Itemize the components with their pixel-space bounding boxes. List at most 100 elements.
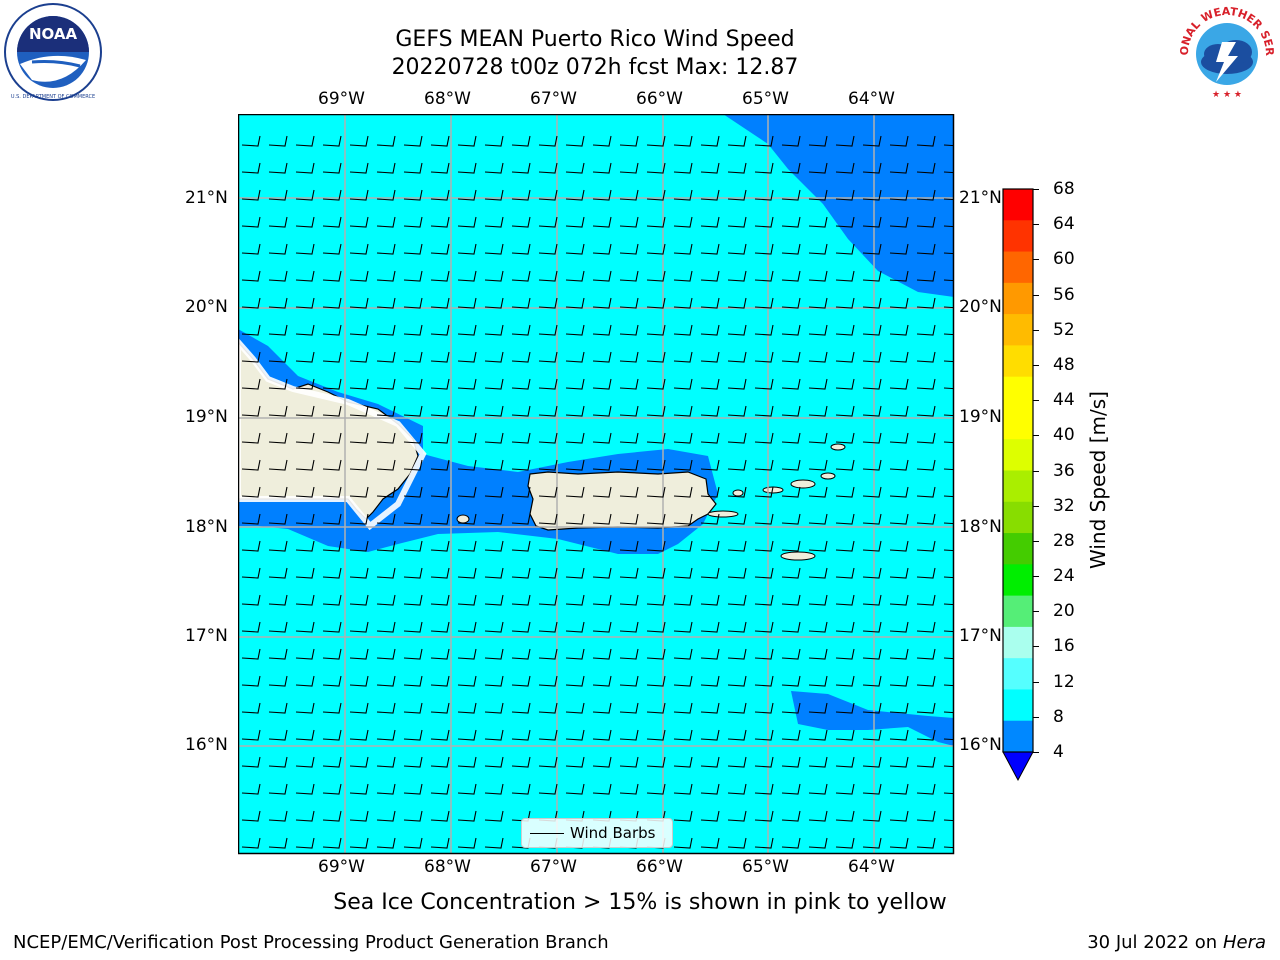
wind-barb xyxy=(835,189,855,201)
wind-barb xyxy=(376,351,396,363)
wind-barb xyxy=(376,513,396,525)
wind-barb xyxy=(538,405,558,417)
bottom-lon-tick: 67°W xyxy=(530,857,577,877)
wind-barb xyxy=(673,297,693,309)
wind-barb xyxy=(808,756,828,768)
wind-barb xyxy=(268,405,288,417)
wind-barb xyxy=(700,270,720,282)
wind-barb xyxy=(835,810,855,822)
wind-barb xyxy=(835,567,855,579)
wind-barb xyxy=(835,432,855,444)
wind-barb xyxy=(349,189,369,201)
wind-barb xyxy=(700,567,720,579)
colorbar-tick-mark xyxy=(1033,329,1039,331)
wind-barb xyxy=(754,729,774,741)
wind-barb xyxy=(727,810,747,822)
wind-barb xyxy=(646,621,666,633)
wind-barb xyxy=(619,270,639,282)
wind-barb xyxy=(646,513,666,525)
wind-barb xyxy=(565,486,585,498)
wind-barb xyxy=(511,378,531,390)
colorbar-label: Wind Speed [m/s] xyxy=(1086,391,1110,569)
wind-barb xyxy=(808,162,828,174)
wind-barb xyxy=(754,702,774,714)
wind-barb xyxy=(727,675,747,687)
wind-barb xyxy=(781,837,801,849)
wind-barb xyxy=(862,729,882,741)
wind-barb xyxy=(943,549,954,552)
wind-barb xyxy=(889,405,909,417)
wind-barb xyxy=(862,216,882,228)
wind-barb xyxy=(322,648,342,660)
wind-barb xyxy=(673,567,693,579)
wind-barb xyxy=(511,297,531,309)
wind-barb xyxy=(295,162,315,174)
wind-barb xyxy=(700,486,720,498)
wind-barb xyxy=(673,351,693,363)
wind-barb xyxy=(592,459,612,471)
wind-barb xyxy=(241,675,261,687)
wind-barb xyxy=(862,162,882,174)
wind-barb xyxy=(862,783,882,795)
wind-barb xyxy=(241,351,261,363)
wind-barb xyxy=(781,540,801,552)
wind-barb xyxy=(484,270,504,282)
wind-barb xyxy=(457,837,477,849)
wind-barb xyxy=(673,810,693,822)
wind-barb xyxy=(916,459,936,471)
wind-barb xyxy=(268,567,288,579)
wind-barb xyxy=(592,324,612,336)
wind-barb xyxy=(484,405,504,417)
wind-barb xyxy=(511,594,531,606)
wind-barb xyxy=(376,675,396,687)
wind-barb xyxy=(862,540,882,552)
wind-barb xyxy=(241,162,261,174)
wind-barb xyxy=(592,702,612,714)
colorbar-segment xyxy=(1003,689,1033,722)
wind-barb xyxy=(484,297,504,309)
wind-barb xyxy=(403,378,423,390)
wind-barb xyxy=(457,270,477,282)
wind-barb xyxy=(403,675,423,687)
wind-barb xyxy=(916,540,936,552)
wind-barb xyxy=(457,405,477,417)
wind-barb xyxy=(565,513,585,525)
wind-barb xyxy=(376,432,396,444)
wind-barb xyxy=(484,324,504,336)
wind-barb xyxy=(673,432,693,444)
wind-barb xyxy=(376,810,396,822)
wind-barb xyxy=(889,702,909,714)
wind-barb xyxy=(295,621,315,633)
wind-barb xyxy=(565,702,585,714)
wind-barb xyxy=(754,810,774,822)
wind-barb xyxy=(241,486,261,498)
colorbar-tick-label: 32 xyxy=(1053,495,1075,516)
wind-barb xyxy=(295,378,315,390)
wind-barb xyxy=(781,648,801,660)
wind-barb xyxy=(646,243,666,255)
wind-barb xyxy=(241,405,261,417)
wind-barb xyxy=(889,621,909,633)
wind-barb xyxy=(727,486,747,498)
wind-barb xyxy=(511,189,531,201)
wind-barb xyxy=(781,756,801,768)
wind-barb xyxy=(241,243,261,255)
wind-barb xyxy=(430,162,450,174)
wind-barb xyxy=(862,432,882,444)
wind-barb xyxy=(322,783,342,795)
wind-barb xyxy=(430,432,450,444)
colorbar-tick-label: 44 xyxy=(1053,390,1075,411)
wind-barb xyxy=(538,513,558,525)
colorbar-tick-label: 64 xyxy=(1053,214,1075,235)
wind-barb xyxy=(754,324,774,336)
wind-barb xyxy=(241,594,261,606)
wind-barb xyxy=(781,351,801,363)
wind-barb xyxy=(376,189,396,201)
wind-barb xyxy=(862,270,882,282)
colorbar-tick-label: 24 xyxy=(1053,566,1075,587)
wind-barb xyxy=(322,621,342,633)
top-lon-tick: 69°W xyxy=(318,89,365,109)
wind-barb xyxy=(538,189,558,201)
wind-barb xyxy=(673,162,693,174)
wind-barb xyxy=(808,810,828,822)
